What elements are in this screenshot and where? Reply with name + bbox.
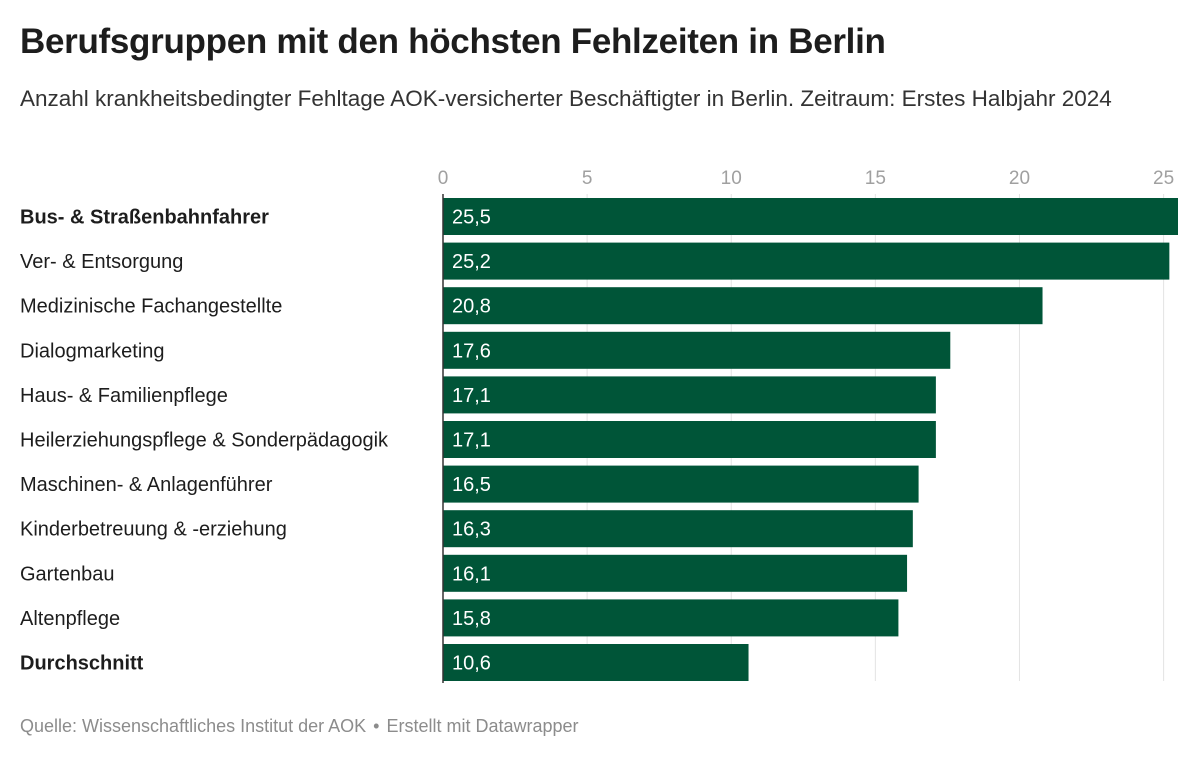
bar-value-label-6: 16,5 [452,474,491,496]
bar-chart: 0 5 10 15 20 25 25,5 Bus- & Straßenbahnfahrer 25… [20,168,1178,683]
bar-2 [443,287,1043,325]
bar-8 [443,554,908,592]
category-label-4: Haus- & Familienpflege [20,385,228,407]
bar-value-label-7: 16,3 [452,519,491,541]
bar-value-label-0: 25,5 [452,207,491,229]
category-label-8: Gartenbau [20,563,115,585]
category-label-3: Dialogmarketing [20,340,165,362]
bar-5 [443,421,936,458]
category-label-1: Ver- & Entsorgung [20,251,183,273]
category-label-9: Altenpflege [20,608,120,630]
x-tick-label-0: 0 [438,168,449,189]
category-label-0: Bus- & Straßenbahnfahrer [20,207,269,229]
bar-value-label-2: 20,8 [452,296,491,318]
bar-9 [443,599,899,637]
category-label-5: Heilerziehungspflege & Sonderpädagogik [20,430,389,452]
bar-value-label-5: 17,1 [452,430,491,452]
chart-title: Berufsgruppen mit den höchsten Fehlzeite… [20,22,886,61]
bar-10 [443,644,749,681]
bar-0 [443,198,1178,235]
bar-value-label-9: 15,8 [452,608,491,630]
bar-value-label-10: 10,6 [452,653,491,675]
bar-4 [443,376,936,414]
chart-subtitle: Anzahl krankheitsbedingter Fehltage AOK-… [20,86,1112,111]
source-note: Quelle: Wissenschaftliches Institut der … [20,716,367,736]
bar-value-label-4: 17,1 [452,385,491,407]
x-tick-label-3: 15 [865,168,886,189]
bar-value-label-8: 16,1 [452,563,491,585]
category-label-6: Maschinen- & Anlagenführer [20,474,273,496]
category-label-2: Medizinische Fachangestellte [20,296,282,318]
bar-3 [443,331,951,369]
category-label-10: Durchschnitt [20,653,144,675]
x-tick-label-2: 10 [721,168,742,189]
chart-footer: Quelle: Wissenschaftliches Institut der … [20,716,579,737]
bar-1 [443,242,1170,280]
footer-separator: • [373,716,380,736]
x-tick-label-4: 20 [1009,168,1030,189]
x-tick-label-5: 25 [1153,168,1174,189]
bar-value-label-3: 17,6 [452,340,491,362]
category-label-7: Kinderbetreuung & -erziehung [20,519,287,541]
bar-7 [443,510,913,548]
bar-value-label-1: 25,2 [452,251,491,273]
x-tick-label-1: 5 [582,168,593,189]
datawrapper-credit: Erstellt mit Datawrapper [386,716,579,736]
bar-6 [443,465,919,503]
